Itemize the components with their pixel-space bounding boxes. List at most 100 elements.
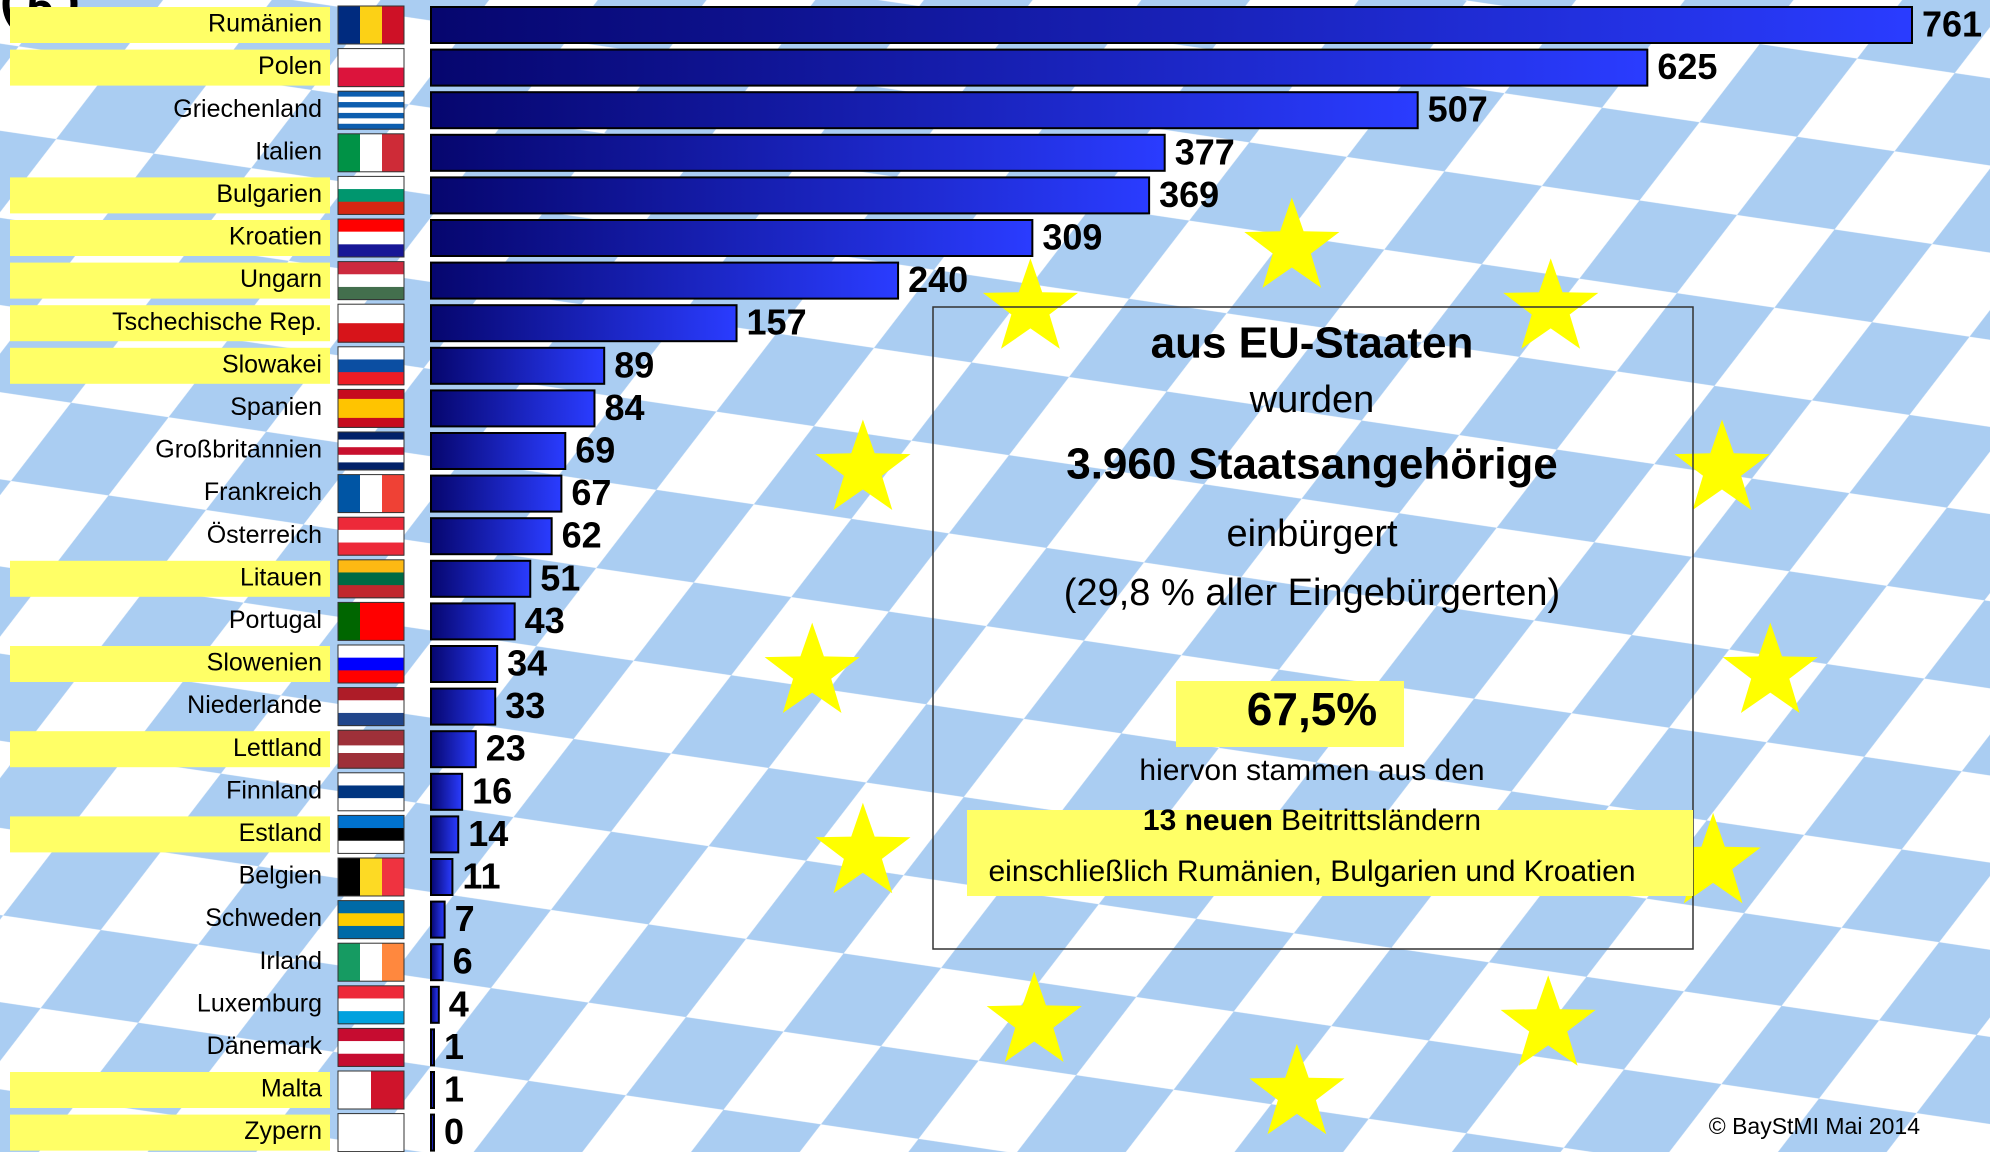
flag-stripe <box>382 134 405 172</box>
info-text: Beitrittsländern <box>1281 804 1481 837</box>
flag-stripe <box>371 1071 405 1109</box>
value-label: 0 <box>444 1111 464 1152</box>
info-text: (29,8 % aller Eingebürgerten) <box>1064 572 1560 614</box>
flag-stripe <box>338 1114 404 1152</box>
bar <box>431 348 604 384</box>
bar <box>431 603 515 639</box>
flag-stripe <box>338 304 404 324</box>
flag-stripe <box>338 713 404 726</box>
chart: 5 Rumänien761Polen625Griechenland507Ital… <box>0 0 1990 1152</box>
flag-stripe <box>338 1011 404 1024</box>
flag-stripe <box>338 730 404 738</box>
flag-stripe <box>338 408 404 418</box>
flag-stripe <box>338 232 404 245</box>
value-label: 14 <box>468 813 508 854</box>
flag-stripe <box>338 841 404 854</box>
value-label: 51 <box>540 557 580 598</box>
bar <box>431 7 1912 43</box>
category-label: Bulgarien <box>216 180 322 208</box>
category-label: Zypern <box>244 1117 322 1145</box>
flag-stripe <box>338 943 361 981</box>
flag-stripe <box>360 134 383 172</box>
flag-stripe <box>338 176 404 189</box>
category-label: Finnland <box>226 776 322 804</box>
flag-stripe <box>338 530 404 543</box>
value-label: 7 <box>455 898 475 939</box>
flag-stripe <box>338 134 361 172</box>
info-bold: 13 neuen <box>1143 804 1273 837</box>
bar <box>431 135 1165 171</box>
flag-stripe <box>338 347 404 360</box>
flag-stripe <box>338 102 404 108</box>
category-label: Estland <box>239 819 322 847</box>
flag-stripe <box>338 287 404 300</box>
flag-stripe <box>338 462 404 470</box>
value-label: 67 <box>571 472 611 513</box>
bar <box>431 92 1418 128</box>
bar <box>431 774 462 810</box>
flag-stripe <box>338 418 404 428</box>
flag-stripe <box>382 475 405 513</box>
bar <box>431 902 445 938</box>
category-label: Polen <box>258 52 322 80</box>
value-label: 157 <box>747 302 807 343</box>
value-label: 16 <box>472 770 512 811</box>
category-label: Slowenien <box>207 649 322 677</box>
flag-stripe <box>338 858 361 896</box>
bar <box>431 220 1032 256</box>
flag-stripe <box>338 658 404 671</box>
flag-stripe <box>382 602 405 640</box>
flag-stripe <box>338 773 404 786</box>
footer: © BayStMI Mai 2014 <box>1709 1113 1920 1139</box>
flag-stripe <box>382 6 405 44</box>
flag-stripe <box>338 828 404 841</box>
flag-stripe <box>360 6 383 44</box>
value-label: 761 <box>1922 4 1982 45</box>
flag-stripe <box>338 262 404 275</box>
bar <box>431 518 552 554</box>
flag-stripe <box>338 700 404 713</box>
flag-stripe <box>338 815 404 828</box>
bar <box>431 476 561 512</box>
value-label: 377 <box>1175 131 1235 172</box>
flag-stripe <box>338 753 404 761</box>
value-label: 84 <box>604 387 644 428</box>
category-label: Irland <box>259 947 322 975</box>
category-label: Großbritannien <box>155 436 322 464</box>
info-text: einschließlich Rumänien, Bulgarien und K… <box>988 855 1635 888</box>
flag-stripe <box>360 475 383 513</box>
info-text: hiervon stammen aus den <box>1139 754 1484 787</box>
flag-stripe <box>338 113 404 119</box>
category-label: Spanien <box>230 393 322 421</box>
bar <box>431 50 1647 86</box>
flag-stripe <box>338 761 404 769</box>
flag-stripe <box>338 572 404 585</box>
flag-stripe <box>338 1054 404 1067</box>
category-label: Italien <box>255 137 322 165</box>
value-label: 369 <box>1159 174 1219 215</box>
category-label: Österreich <box>207 521 322 549</box>
bar <box>431 731 476 767</box>
value-label: 89 <box>614 344 654 385</box>
flag-stripe <box>338 901 404 914</box>
flag-stripe <box>338 91 404 97</box>
flag-stripe <box>338 913 404 926</box>
value-label: 1 <box>444 1026 464 1067</box>
flag-stripe <box>338 745 404 753</box>
info-text: einbürgert <box>1226 513 1398 555</box>
bar <box>431 689 495 725</box>
bar <box>431 263 898 299</box>
category-label: Lettland <box>233 734 322 762</box>
value-label: 309 <box>1042 217 1102 258</box>
flag-stripe <box>338 372 404 385</box>
flag-stripe <box>382 943 405 981</box>
flag-stripe <box>338 645 404 658</box>
flag-stripe <box>338 359 404 372</box>
bar <box>431 390 594 426</box>
flag-stripe <box>360 943 383 981</box>
flag-stripe <box>338 455 404 463</box>
bar <box>431 646 497 682</box>
value-label: 1 <box>444 1069 464 1110</box>
flag-stripe <box>338 219 404 232</box>
flag-stripe <box>338 998 404 1011</box>
